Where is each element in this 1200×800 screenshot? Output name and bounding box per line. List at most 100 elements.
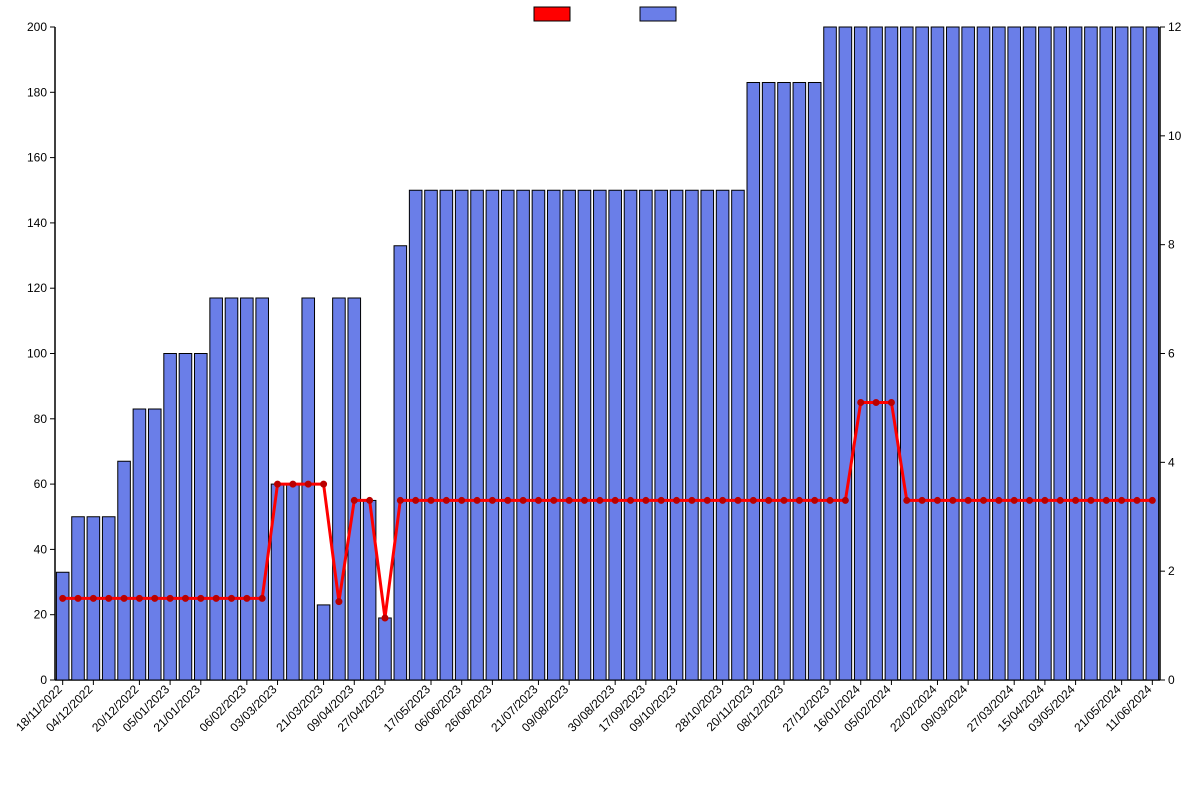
line-marker [704, 497, 710, 503]
line-marker [950, 497, 956, 503]
bar [1085, 27, 1098, 680]
legend-swatch [640, 7, 676, 21]
bar [440, 190, 453, 680]
line-marker [888, 399, 894, 405]
line-marker [1027, 497, 1033, 503]
line-marker [796, 497, 802, 503]
bar [547, 190, 560, 680]
line-marker [213, 595, 219, 601]
y-left-tick-label: 60 [34, 477, 48, 491]
bar [517, 190, 530, 680]
line-marker [90, 595, 96, 601]
line-marker [397, 497, 403, 503]
line-marker [934, 497, 940, 503]
bar [179, 354, 192, 681]
line-marker [581, 497, 587, 503]
bar [839, 27, 852, 680]
bar [793, 83, 806, 680]
line-marker [781, 497, 787, 503]
bar [379, 618, 392, 680]
line-marker [305, 481, 311, 487]
line-marker [535, 497, 541, 503]
line-marker [674, 497, 680, 503]
y-left-tick-label: 40 [34, 542, 48, 556]
bar [670, 190, 683, 680]
line-marker [290, 481, 296, 487]
bar [56, 572, 69, 680]
y-left-tick-label: 200 [27, 20, 47, 34]
line-marker [321, 481, 327, 487]
line-marker [382, 615, 388, 621]
bar [1039, 27, 1052, 680]
legend-swatch [534, 7, 570, 21]
y-left-tick-label: 140 [27, 216, 47, 230]
bar [409, 190, 422, 680]
line-marker [1134, 497, 1140, 503]
y-left-tick-label: 160 [27, 151, 47, 165]
bar [302, 298, 315, 680]
line-marker [628, 497, 634, 503]
bar [655, 190, 668, 680]
dual-axis-chart: 02040608010012014016018020002468101218/1… [0, 0, 1200, 800]
bar [563, 190, 576, 680]
line-marker [75, 595, 81, 601]
bar [686, 190, 699, 680]
line-marker [198, 595, 204, 601]
line-marker [259, 595, 265, 601]
line-marker [228, 595, 234, 601]
bar [133, 409, 146, 680]
bar [164, 354, 177, 681]
bar [993, 27, 1006, 680]
line-marker [520, 497, 526, 503]
bar [947, 27, 960, 680]
line-marker [658, 497, 664, 503]
line-marker [275, 481, 281, 487]
line-marker [566, 497, 572, 503]
y-right-tick-label: 10 [1168, 129, 1182, 143]
bar [701, 190, 714, 680]
y-right-tick-label: 8 [1168, 238, 1175, 252]
y-right-tick-label: 2 [1168, 564, 1175, 578]
line-marker [244, 595, 250, 601]
line-marker [750, 497, 756, 503]
bar [609, 190, 622, 680]
line-marker [60, 595, 66, 601]
y-left-tick-label: 120 [27, 281, 47, 295]
bar [1008, 27, 1021, 680]
line-marker [106, 595, 112, 601]
bar [471, 190, 484, 680]
line-marker [735, 497, 741, 503]
bar [778, 83, 791, 680]
y-left-tick-label: 180 [27, 85, 47, 99]
bar [716, 190, 729, 680]
bar [1023, 27, 1036, 680]
line-marker [1042, 497, 1048, 503]
bar [762, 83, 775, 680]
line-marker [474, 497, 480, 503]
line-marker [351, 497, 357, 503]
line-marker [919, 497, 925, 503]
bar [455, 190, 468, 680]
line-marker [182, 595, 188, 601]
bar [425, 190, 438, 680]
bar [640, 190, 653, 680]
bar [732, 190, 745, 680]
bar [977, 27, 990, 680]
bar [195, 354, 208, 681]
line-marker [689, 497, 695, 503]
bar [854, 27, 867, 680]
y-right-tick-label: 4 [1168, 455, 1175, 469]
bar [824, 27, 837, 680]
y-right-tick-label: 0 [1168, 673, 1175, 687]
bar [594, 190, 607, 680]
line-marker [873, 399, 879, 405]
bar [900, 27, 913, 680]
bar [1146, 27, 1159, 680]
bar [394, 246, 407, 680]
bar [148, 409, 161, 680]
bar [501, 190, 514, 680]
line-marker [1149, 497, 1155, 503]
bar [747, 83, 760, 680]
line-marker [1119, 497, 1125, 503]
line-marker [367, 497, 373, 503]
